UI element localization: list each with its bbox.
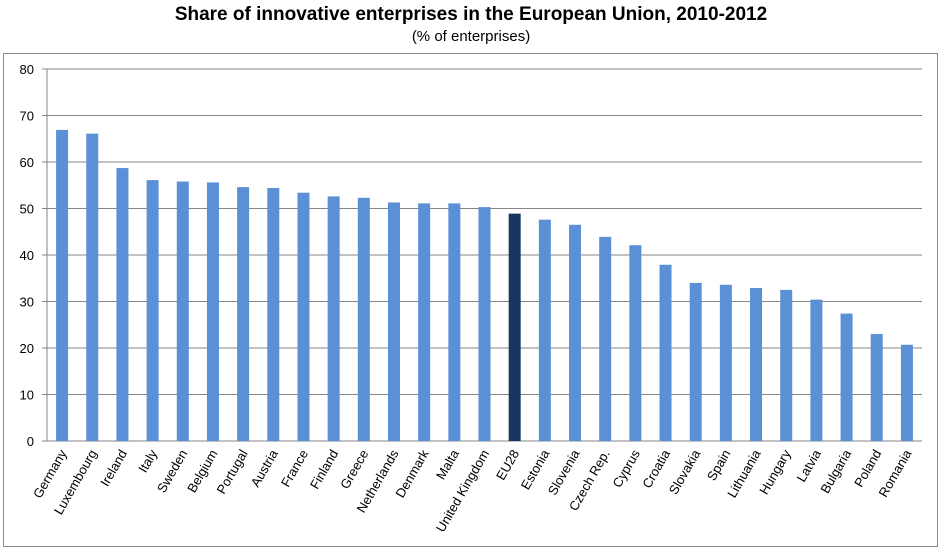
- bar-italy: [146, 180, 159, 441]
- y-tick-label: 60: [20, 155, 34, 170]
- bars: [56, 129, 913, 442]
- y-tick-label: 80: [20, 62, 34, 77]
- x-tick-label: Ireland: [97, 447, 130, 489]
- bar-finland: [327, 196, 340, 441]
- y-tick-label: 70: [20, 109, 34, 124]
- bar-spain: [719, 284, 732, 441]
- chart-frame: [3, 53, 938, 547]
- bar-croatia: [659, 264, 672, 441]
- chart-title: Share of innovative enterprises in the E…: [174, 4, 768, 25]
- bar-denmark: [418, 203, 431, 441]
- y-axis-ticks: 0 10 20 30 40 50 60 70 80: [20, 62, 47, 449]
- bar-czech-rep: [599, 236, 612, 441]
- bar-france: [297, 192, 310, 441]
- bar-united-kingdom: [478, 207, 491, 441]
- x-tick-label: Latvia: [794, 446, 825, 484]
- x-tick-label: EU28: [493, 447, 522, 483]
- bar-portugal: [237, 187, 250, 441]
- bar-luxembourg: [86, 133, 99, 441]
- x-tick-label: Spain: [704, 447, 734, 483]
- bar-lithuania: [750, 288, 763, 441]
- bar-latvia: [810, 299, 823, 441]
- bar-malta: [448, 203, 461, 441]
- bar-germany: [56, 129, 69, 442]
- x-tick-label: Austria: [248, 446, 282, 489]
- bar-ireland: [116, 168, 129, 442]
- y-tick-label: 20: [20, 341, 34, 356]
- y-tick-label: 50: [20, 202, 34, 217]
- bar-romania: [900, 344, 913, 441]
- x-tick-label: Finland: [307, 447, 341, 491]
- bar-slovakia: [689, 282, 702, 441]
- chart-subtitle: (% of enterprises): [411, 28, 531, 45]
- x-tick-label: France: [278, 447, 311, 490]
- bar-netherlands: [387, 202, 400, 441]
- x-tick-label: Italy: [135, 447, 160, 476]
- x-tick-label: Poland: [851, 447, 884, 490]
- x-tick-label: Malta: [433, 446, 462, 482]
- bar-sweden: [176, 181, 189, 441]
- bar-austria: [267, 188, 280, 441]
- bar-slovenia: [569, 224, 582, 441]
- y-tick-label: 40: [20, 248, 34, 263]
- bar-greece: [357, 197, 370, 441]
- y-tick-label: 30: [20, 295, 34, 310]
- bar-belgium: [206, 182, 219, 441]
- x-tick-label: Bulgaria: [817, 446, 854, 495]
- bar-hungary: [780, 289, 793, 441]
- bar-estonia: [538, 219, 551, 441]
- y-tick-label: 10: [20, 388, 34, 403]
- y-tick-label: 0: [27, 434, 34, 449]
- bar-eu28: [508, 213, 521, 441]
- bar-cyprus: [629, 245, 642, 441]
- bar-poland: [870, 334, 883, 441]
- bar-bulgaria: [840, 313, 853, 441]
